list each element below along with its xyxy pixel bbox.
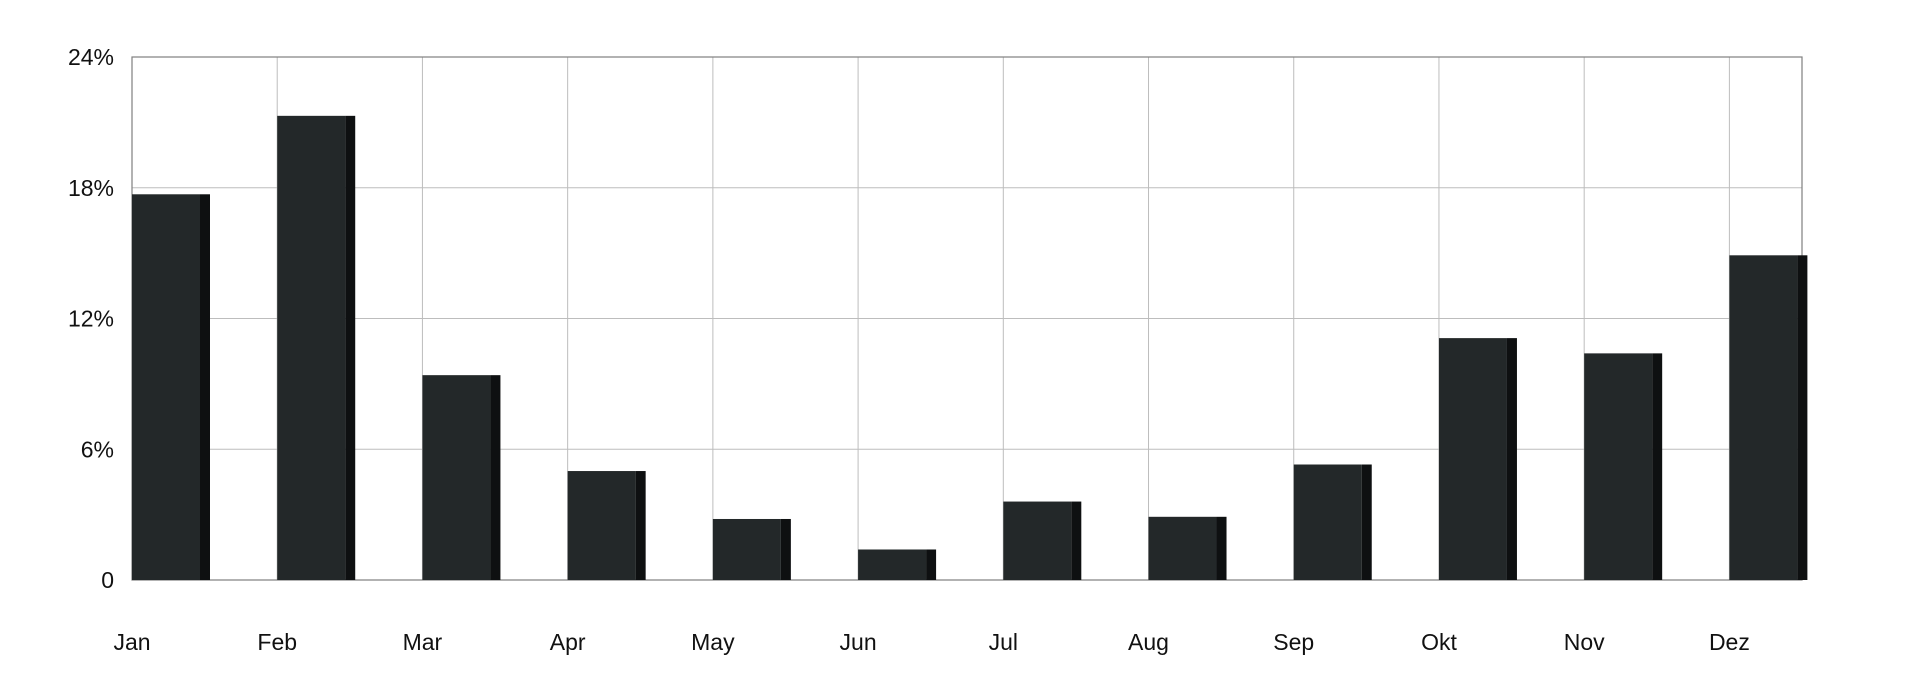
bar-side-shade — [1216, 516, 1227, 580]
bar-side-shade — [345, 115, 356, 581]
bar-may — [712, 518, 791, 580]
bar-okt — [1438, 338, 1517, 580]
bar-face — [1003, 501, 1072, 580]
bar-face — [1584, 353, 1653, 580]
x-tick-label: Nov — [1564, 629, 1605, 655]
x-tick-label: Sep — [1273, 629, 1314, 655]
x-tick-label: Jun — [840, 629, 877, 655]
bar-jun — [858, 549, 937, 580]
bar-face — [567, 471, 636, 580]
bar-side-shade — [1361, 464, 1372, 580]
x-tick-label: May — [691, 629, 735, 655]
x-tick-label: Feb — [257, 629, 297, 655]
y-tick-label: 18% — [68, 175, 114, 201]
bar-side-shade — [1071, 501, 1082, 580]
x-tick-label: Mar — [403, 629, 443, 655]
x-tick-label: Okt — [1421, 629, 1457, 655]
bar-aug — [1148, 516, 1227, 580]
x-axis-tick-labels: Jan Feb Mar Apr May Jun Jul Aug Sep Okt Nov Dez — [113, 629, 1749, 655]
bar-face — [1729, 255, 1798, 580]
bar-nov — [1584, 353, 1663, 580]
bar-side-shade — [1506, 338, 1517, 580]
bar-side-shade — [200, 194, 210, 580]
bar-jul — [1003, 501, 1082, 580]
x-tick-label: Dez — [1709, 629, 1750, 655]
grid-lines — [132, 57, 1802, 580]
bar-side-shade — [780, 518, 791, 580]
bar-side-shade — [490, 375, 501, 580]
bar-face — [277, 115, 346, 581]
bar-face — [422, 375, 491, 580]
x-tick-label: Apr — [550, 629, 586, 655]
bar-face — [1293, 464, 1362, 580]
bar-face — [1148, 516, 1217, 580]
bars — [132, 115, 1808, 581]
bar-feb — [277, 115, 356, 581]
bar-apr — [567, 471, 646, 580]
bar-side-shade — [1797, 255, 1808, 580]
bar-jan — [132, 194, 210, 580]
bar-dez — [1729, 255, 1808, 580]
y-tick-label: 0 — [101, 567, 114, 593]
bar-sep — [1293, 464, 1372, 580]
y-axis-tick-labels: 0 6% 12% 18% 24% — [68, 44, 114, 593]
bar-face — [712, 518, 781, 580]
bar-mar — [422, 375, 501, 580]
bar-side-shade — [1652, 353, 1663, 580]
bar-face — [1438, 338, 1507, 580]
bar-side-shade — [635, 471, 646, 580]
x-tick-label: Aug — [1128, 629, 1169, 655]
bar-side-shade — [926, 549, 937, 580]
bar-face — [858, 549, 927, 580]
x-tick-label: Jul — [989, 629, 1018, 655]
bar-face — [132, 194, 200, 580]
x-tick-label: Jan — [113, 629, 150, 655]
y-tick-label: 6% — [81, 436, 114, 462]
y-tick-label: 12% — [68, 306, 114, 332]
y-tick-label: 24% — [68, 44, 114, 70]
